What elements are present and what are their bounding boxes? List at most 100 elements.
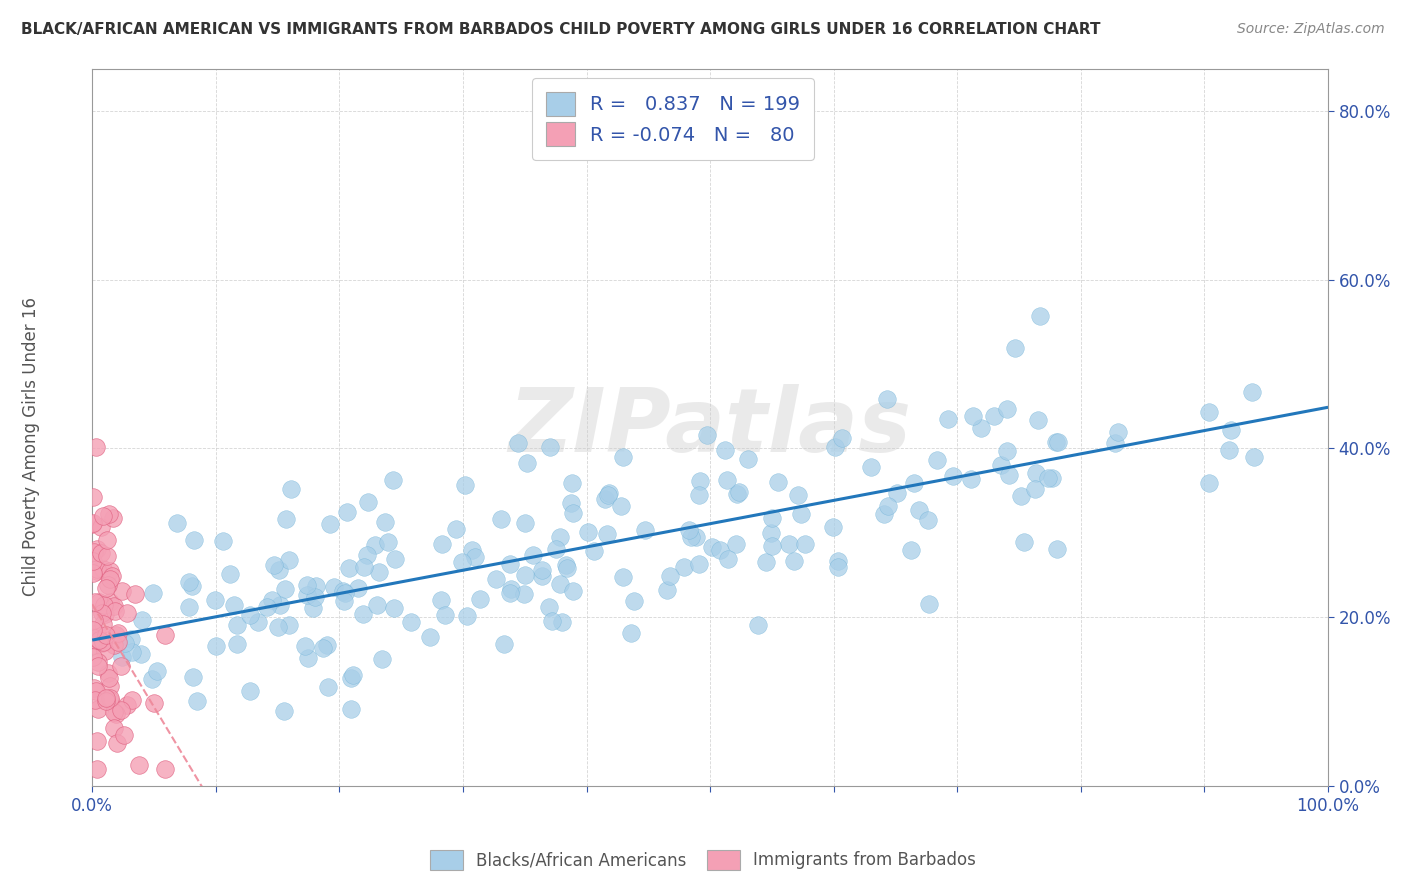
Point <box>1198 405 1220 419</box>
Point <box>970 421 993 435</box>
Point <box>419 630 441 644</box>
Point <box>129 647 152 661</box>
Point <box>82 516 104 531</box>
Point <box>86 634 108 648</box>
Point <box>761 525 783 540</box>
Point <box>90 520 112 534</box>
Point <box>110 658 132 673</box>
Point <box>873 507 896 521</box>
Point <box>107 635 129 649</box>
Point <box>499 557 522 571</box>
Point <box>541 614 564 628</box>
Point <box>82 624 104 638</box>
Point <box>82 516 104 530</box>
Point <box>522 548 544 562</box>
Point <box>278 618 301 632</box>
Point <box>219 567 242 582</box>
Point <box>103 599 125 613</box>
Point <box>561 583 583 598</box>
Point <box>278 552 301 566</box>
Point <box>316 638 339 652</box>
Point <box>319 516 342 531</box>
Point <box>273 582 295 596</box>
Point <box>1104 436 1126 450</box>
Point <box>91 617 114 632</box>
Point <box>498 586 520 600</box>
Point <box>107 626 129 640</box>
Point <box>612 570 634 584</box>
Point <box>353 559 375 574</box>
Point <box>101 510 124 524</box>
Point <box>821 520 844 534</box>
Point <box>105 736 128 750</box>
Point <box>83 681 105 695</box>
Point <box>456 609 478 624</box>
Point <box>724 537 747 551</box>
Point <box>582 543 605 558</box>
Point <box>1010 489 1032 503</box>
Point <box>876 500 898 514</box>
Point <box>336 505 359 519</box>
Point <box>97 578 120 592</box>
Point <box>84 631 107 645</box>
Point <box>98 679 121 693</box>
Point <box>86 542 108 557</box>
Point <box>104 604 127 618</box>
Point <box>94 691 117 706</box>
Text: BLACK/AFRICAN AMERICAN VS IMMIGRANTS FROM BARBADOS CHILD POVERTY AMONG GIRLS UND: BLACK/AFRICAN AMERICAN VS IMMIGRANTS FRO… <box>21 22 1101 37</box>
Point <box>485 572 508 586</box>
Point <box>262 592 284 607</box>
Point <box>747 618 769 632</box>
Point <box>876 392 898 406</box>
Point <box>87 632 110 647</box>
Point <box>96 694 118 708</box>
Point <box>1028 413 1050 427</box>
Point <box>96 549 118 563</box>
Point <box>778 537 800 551</box>
Point <box>82 638 104 652</box>
Point <box>1012 535 1035 549</box>
Point <box>103 638 125 652</box>
Point <box>555 561 578 575</box>
Point <box>347 581 370 595</box>
Point <box>368 565 391 579</box>
Point <box>131 613 153 627</box>
Point <box>115 698 138 712</box>
Point <box>655 582 678 597</box>
Point <box>82 490 104 504</box>
Point <box>96 533 118 547</box>
Point <box>337 561 360 575</box>
Point <box>679 530 702 544</box>
Point <box>111 649 134 664</box>
Point <box>538 440 561 454</box>
Point <box>181 670 204 684</box>
Point <box>623 594 645 608</box>
Point <box>1025 467 1047 481</box>
Point <box>561 476 583 491</box>
Point <box>112 728 135 742</box>
Point <box>86 734 108 748</box>
Point <box>1029 309 1052 323</box>
Point <box>91 635 114 649</box>
Point <box>381 473 404 487</box>
Point <box>142 586 165 600</box>
Point <box>89 595 111 609</box>
Point <box>990 458 1012 472</box>
Point <box>377 535 399 549</box>
Point <box>1220 423 1243 437</box>
Point <box>90 546 112 560</box>
Point <box>340 702 363 716</box>
Point <box>225 637 247 651</box>
Point <box>560 496 582 510</box>
Point <box>728 484 751 499</box>
Point <box>997 401 1019 416</box>
Point <box>1036 471 1059 485</box>
Point <box>274 512 297 526</box>
Point <box>685 531 707 545</box>
Point <box>702 540 724 554</box>
Point <box>104 628 127 642</box>
Point <box>716 473 738 487</box>
Point <box>124 587 146 601</box>
Point <box>98 595 121 609</box>
Point <box>537 599 560 614</box>
